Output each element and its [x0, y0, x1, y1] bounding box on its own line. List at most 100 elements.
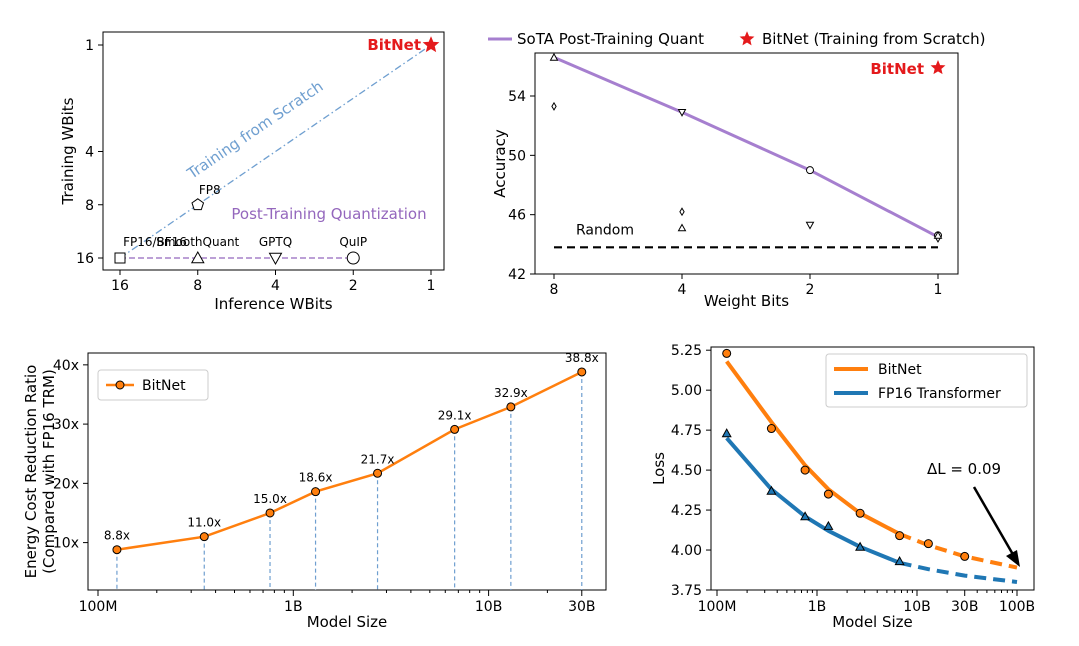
legend-label: BitNet: [142, 378, 186, 394]
x-tick-label: 100M: [698, 599, 737, 615]
ptq-marker: [551, 101, 557, 111]
y-tick-label: 54: [508, 89, 526, 105]
data-point: [577, 367, 587, 377]
y-tick-label: 5.00: [671, 383, 702, 399]
plot-frame: [87, 352, 607, 591]
data-point: [800, 465, 810, 475]
x-tick-label: 8: [550, 282, 559, 298]
x-tick-label: 30B: [951, 599, 978, 615]
x-tick-label: 1B: [808, 599, 827, 615]
data-point: [923, 539, 933, 549]
point-label: FP8: [199, 183, 221, 197]
training-from-scratch-line: [119, 44, 432, 259]
y-tick-label: 5.25: [671, 343, 702, 359]
y-tick-label: 10x: [53, 536, 79, 552]
y-axis-label-line1: Energy Cost Reduction Ratio: [22, 365, 40, 579]
data-label: 8.8x: [104, 529, 130, 543]
training-from-scratch-label: Training from Scratch: [183, 77, 326, 183]
x-tick-label: 4: [271, 278, 280, 294]
y-axis-label: Accuracy: [491, 129, 509, 198]
x-tick-label: 1B: [284, 599, 303, 615]
plot-frame: [534, 52, 959, 275]
y-tick-label: 20x: [53, 476, 79, 492]
ptq-marker: [677, 109, 687, 117]
x-tick-label: 1: [934, 282, 943, 298]
panel-precision-map: 16 8 4 2 1 1 4 8 16 Inference WBits Training WBits…: [59, 31, 445, 313]
x-tick-label: 1: [427, 278, 436, 294]
legend-label-sota: SoTA Post-Training Quant: [517, 30, 704, 48]
point-marker: [268, 252, 283, 266]
x-axis-label: Weight Bits: [704, 292, 789, 310]
legend-label: FP16 Transformer: [878, 386, 1001, 402]
delta-arrow-shaft: [972, 486, 1017, 559]
legend-swatch-bitnet: [739, 31, 755, 46]
data-point: [800, 511, 811, 521]
x-tick-label: 2: [806, 282, 815, 298]
delta-arrow-head: [1006, 550, 1020, 567]
data-point: [721, 428, 732, 438]
legend-marker: [115, 380, 125, 390]
point-marker: [346, 251, 360, 265]
data-label: 32.9x: [494, 386, 528, 400]
fit-curve-solid: [725, 360, 901, 536]
ptq-marker: [677, 223, 687, 232]
y-tick-label: 50: [508, 148, 526, 164]
fit-curve-extrapolated: [899, 560, 1018, 584]
data-point: [311, 487, 321, 497]
ptq-marker: [805, 221, 815, 230]
data-point: [265, 508, 275, 518]
bitnet-star-marker: [422, 36, 440, 53]
data-point: [506, 402, 516, 412]
y-tick-label: 46: [508, 208, 526, 224]
y-axis-label: Training WBits: [59, 97, 77, 205]
data-point: [722, 348, 732, 358]
x-axis-label: Inference WBits: [214, 295, 332, 313]
data-point: [766, 485, 777, 495]
data-point: [373, 468, 383, 478]
legend-label: BitNet: [878, 362, 922, 378]
bitnet-star-marker: [930, 59, 946, 75]
y-tick-label: 4: [85, 145, 94, 161]
y-tick-label: 3.75: [671, 583, 702, 599]
bitnet-label: BitNet: [870, 60, 924, 78]
point-label: FP16/BF16: [123, 235, 187, 249]
x-tick-label: 4: [678, 282, 687, 298]
x-tick-label: 100M: [79, 599, 118, 615]
data-point: [855, 508, 865, 518]
data-point: [960, 551, 970, 561]
point-label: QuIP: [339, 235, 367, 249]
x-tick-label: 30B: [568, 599, 595, 615]
point-marker: [191, 198, 205, 211]
y-tick-label: 40x: [53, 358, 79, 374]
y-axis-label-line2: (Compared with FP16 TRM): [40, 369, 58, 574]
y-axis-label: Loss: [650, 452, 668, 485]
data-label: 15.0x: [253, 492, 287, 506]
sota-ptq-line: [553, 56, 939, 239]
y-tick-label: 16: [76, 251, 94, 267]
point-marker: [190, 250, 205, 264]
legend-box: [825, 353, 1028, 408]
y-tick-label: 4.50: [671, 463, 702, 479]
random-label: Random: [576, 222, 634, 238]
delta-annotation: ΔL = 0.09: [927, 460, 1001, 478]
data-point: [895, 531, 905, 541]
legend-box: [97, 369, 209, 401]
data-label: 38.8x: [565, 351, 599, 365]
x-tick-label: 2: [349, 278, 358, 294]
data-point: [855, 541, 866, 551]
data-point: [766, 424, 776, 434]
data-point: [199, 532, 209, 542]
fit-curve-solid: [725, 436, 901, 565]
post-training-quantization-label: Post-Training Quantization: [231, 205, 426, 223]
y-tick-label: 30x: [53, 417, 79, 433]
data-label: 11.0x: [187, 516, 221, 530]
ptq-marker: [933, 230, 943, 239]
data-label: 18.6x: [299, 471, 333, 485]
data-point: [894, 555, 905, 566]
data-label: 21.7x: [361, 452, 395, 466]
x-tick-label: 10B: [475, 599, 502, 615]
x-axis-label: Model Size: [307, 613, 388, 631]
y-tick-label: 4.25: [671, 503, 702, 519]
